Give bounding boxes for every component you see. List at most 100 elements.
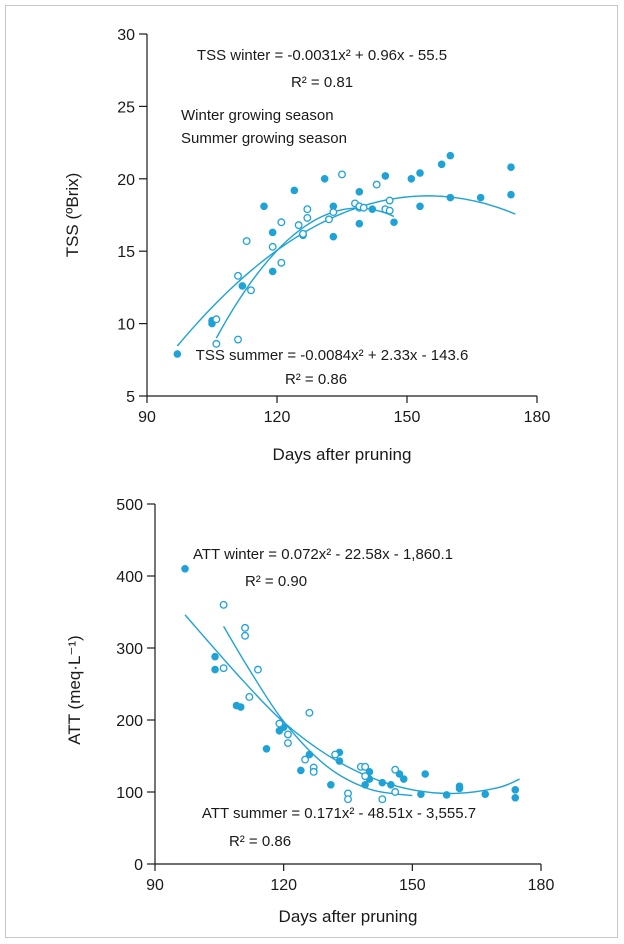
att-point-open (245, 693, 254, 701)
att-point-open (344, 795, 352, 804)
att-chart: 90 120 150 180 0 100 200 300 400 500 Days after p… (65, 497, 554, 926)
tss-point-open (268, 242, 277, 251)
att-point-open (275, 719, 284, 728)
tss-point-filled (238, 282, 247, 290)
att-point-open (284, 730, 292, 739)
att-point-filled (181, 564, 189, 573)
tss-point-filled (416, 202, 424, 211)
att-point-open (391, 788, 400, 796)
tss-point-open (303, 205, 312, 214)
tss-y-tick-label: 5 (126, 389, 135, 406)
tss-point-filled (268, 228, 277, 237)
tss-point-filled (416, 169, 424, 177)
tss-point-filled (446, 193, 455, 202)
att-point-open (378, 795, 387, 804)
att-y-tick-label: 100 (116, 785, 143, 802)
tss-point-filled (355, 219, 364, 228)
tss-point-filled (268, 267, 277, 276)
tss-x-tick-label: 180 (524, 409, 551, 426)
att-point-open (361, 762, 370, 771)
tss-point-open (359, 203, 368, 212)
att-point-open (361, 772, 370, 781)
tss-point-filled (476, 193, 485, 202)
tss-point-filled (355, 188, 364, 196)
att-point-open (284, 739, 292, 747)
tss-x-tick-label: 120 (264, 409, 291, 426)
tss-point-open (325, 215, 333, 224)
att-point-open (391, 765, 400, 774)
att-point-filled (335, 757, 344, 765)
att-point-filled (327, 780, 335, 789)
tss-point-open (277, 258, 286, 267)
tss-point-filled (507, 163, 515, 172)
att-point-filled (399, 775, 408, 783)
tss-point-filled (381, 172, 390, 180)
tss-point-open (385, 196, 394, 205)
att-point-open (241, 631, 250, 640)
att-winter-r2: R² = 0.90 (245, 573, 307, 590)
att-point-filled (297, 766, 305, 775)
att-x-tick-label: 120 (270, 877, 297, 894)
legend-summer-label: Summer growing season (181, 130, 347, 147)
att-point-open (253, 665, 262, 674)
tss-point-filled (290, 186, 299, 195)
tss-point-filled (507, 190, 515, 199)
att-point-filled (455, 784, 464, 793)
att-point-open (219, 664, 228, 673)
att-point-filled (361, 780, 369, 789)
tss-ticks: 90 120 150 180 5 10 15 20 25 30 (117, 27, 550, 426)
att-point-filled (511, 786, 520, 794)
att-point-filled (211, 665, 219, 674)
tss-point-open (242, 237, 251, 246)
tss-fit-curve-winter (176, 195, 516, 347)
tss-point-filled (368, 205, 377, 214)
att-x-axis-title: Days after pruning (279, 907, 418, 926)
tss-fit-curve-summer (215, 207, 395, 339)
att-y-tick-label: 200 (116, 713, 143, 730)
att-point-filled (305, 750, 314, 759)
tss-point-filled (260, 202, 268, 211)
tss-point-filled (329, 232, 338, 241)
att-point-open (331, 750, 340, 759)
att-point-open (305, 708, 314, 717)
tss-y-tick-label: 25 (117, 99, 135, 116)
att-point-filled (236, 703, 245, 711)
att-point-open (219, 600, 228, 609)
att-summer-equation: ATT summer = 0.171x² - 48.51x - 3,555.7 (202, 805, 476, 822)
att-x-tick-label: 150 (399, 877, 426, 894)
att-point-open (301, 755, 310, 764)
tss-summer-r2: R² = 0.86 (285, 371, 347, 388)
tss-point-open (212, 315, 221, 324)
tss-point-open (234, 271, 242, 280)
att-point-filled (481, 790, 490, 798)
tss-point-open (277, 218, 286, 227)
tss-summer-equation: TSS summer = -0.0084x² + 2.33x - 143.6 (196, 347, 469, 364)
att-y-tick-label: 300 (116, 641, 143, 658)
att-point-filled (387, 780, 395, 789)
tss-point-open (372, 180, 381, 189)
tss-point-open (234, 335, 242, 344)
tss-x-tick-label: 90 (138, 409, 156, 426)
att-point-filled (421, 770, 430, 778)
tss-y-tick-label: 15 (117, 244, 135, 261)
tss-winter-equation: TSS winter = -0.0031x² + 0.96x - 55.5 (197, 47, 447, 64)
att-data-points (181, 564, 520, 804)
att-point-filled (442, 791, 451, 799)
legend-winter-label: Winter growing season (181, 107, 334, 124)
tss-x-tick-label: 150 (394, 409, 421, 426)
tss-chart: 90 120 150 180 5 10 15 20 25 30 Days after prunin… (63, 27, 550, 464)
tss-y-axis-title: TSS (ºBrix) (63, 173, 82, 258)
tss-point-open (294, 221, 303, 230)
tss-point-filled (390, 218, 398, 227)
tss-point-open (303, 213, 312, 222)
att-fit-curve-summer (223, 626, 413, 797)
tss-point-open (247, 286, 255, 295)
att-point-filled (262, 744, 271, 753)
tss-winter-r2: R² = 0.81 (291, 74, 353, 91)
att-point-filled (211, 652, 219, 661)
att-summer-r2: R² = 0.86 (229, 833, 291, 850)
tss-point-open (385, 206, 394, 215)
tss-point-open (299, 229, 307, 238)
tss-y-tick-label: 30 (117, 27, 135, 44)
